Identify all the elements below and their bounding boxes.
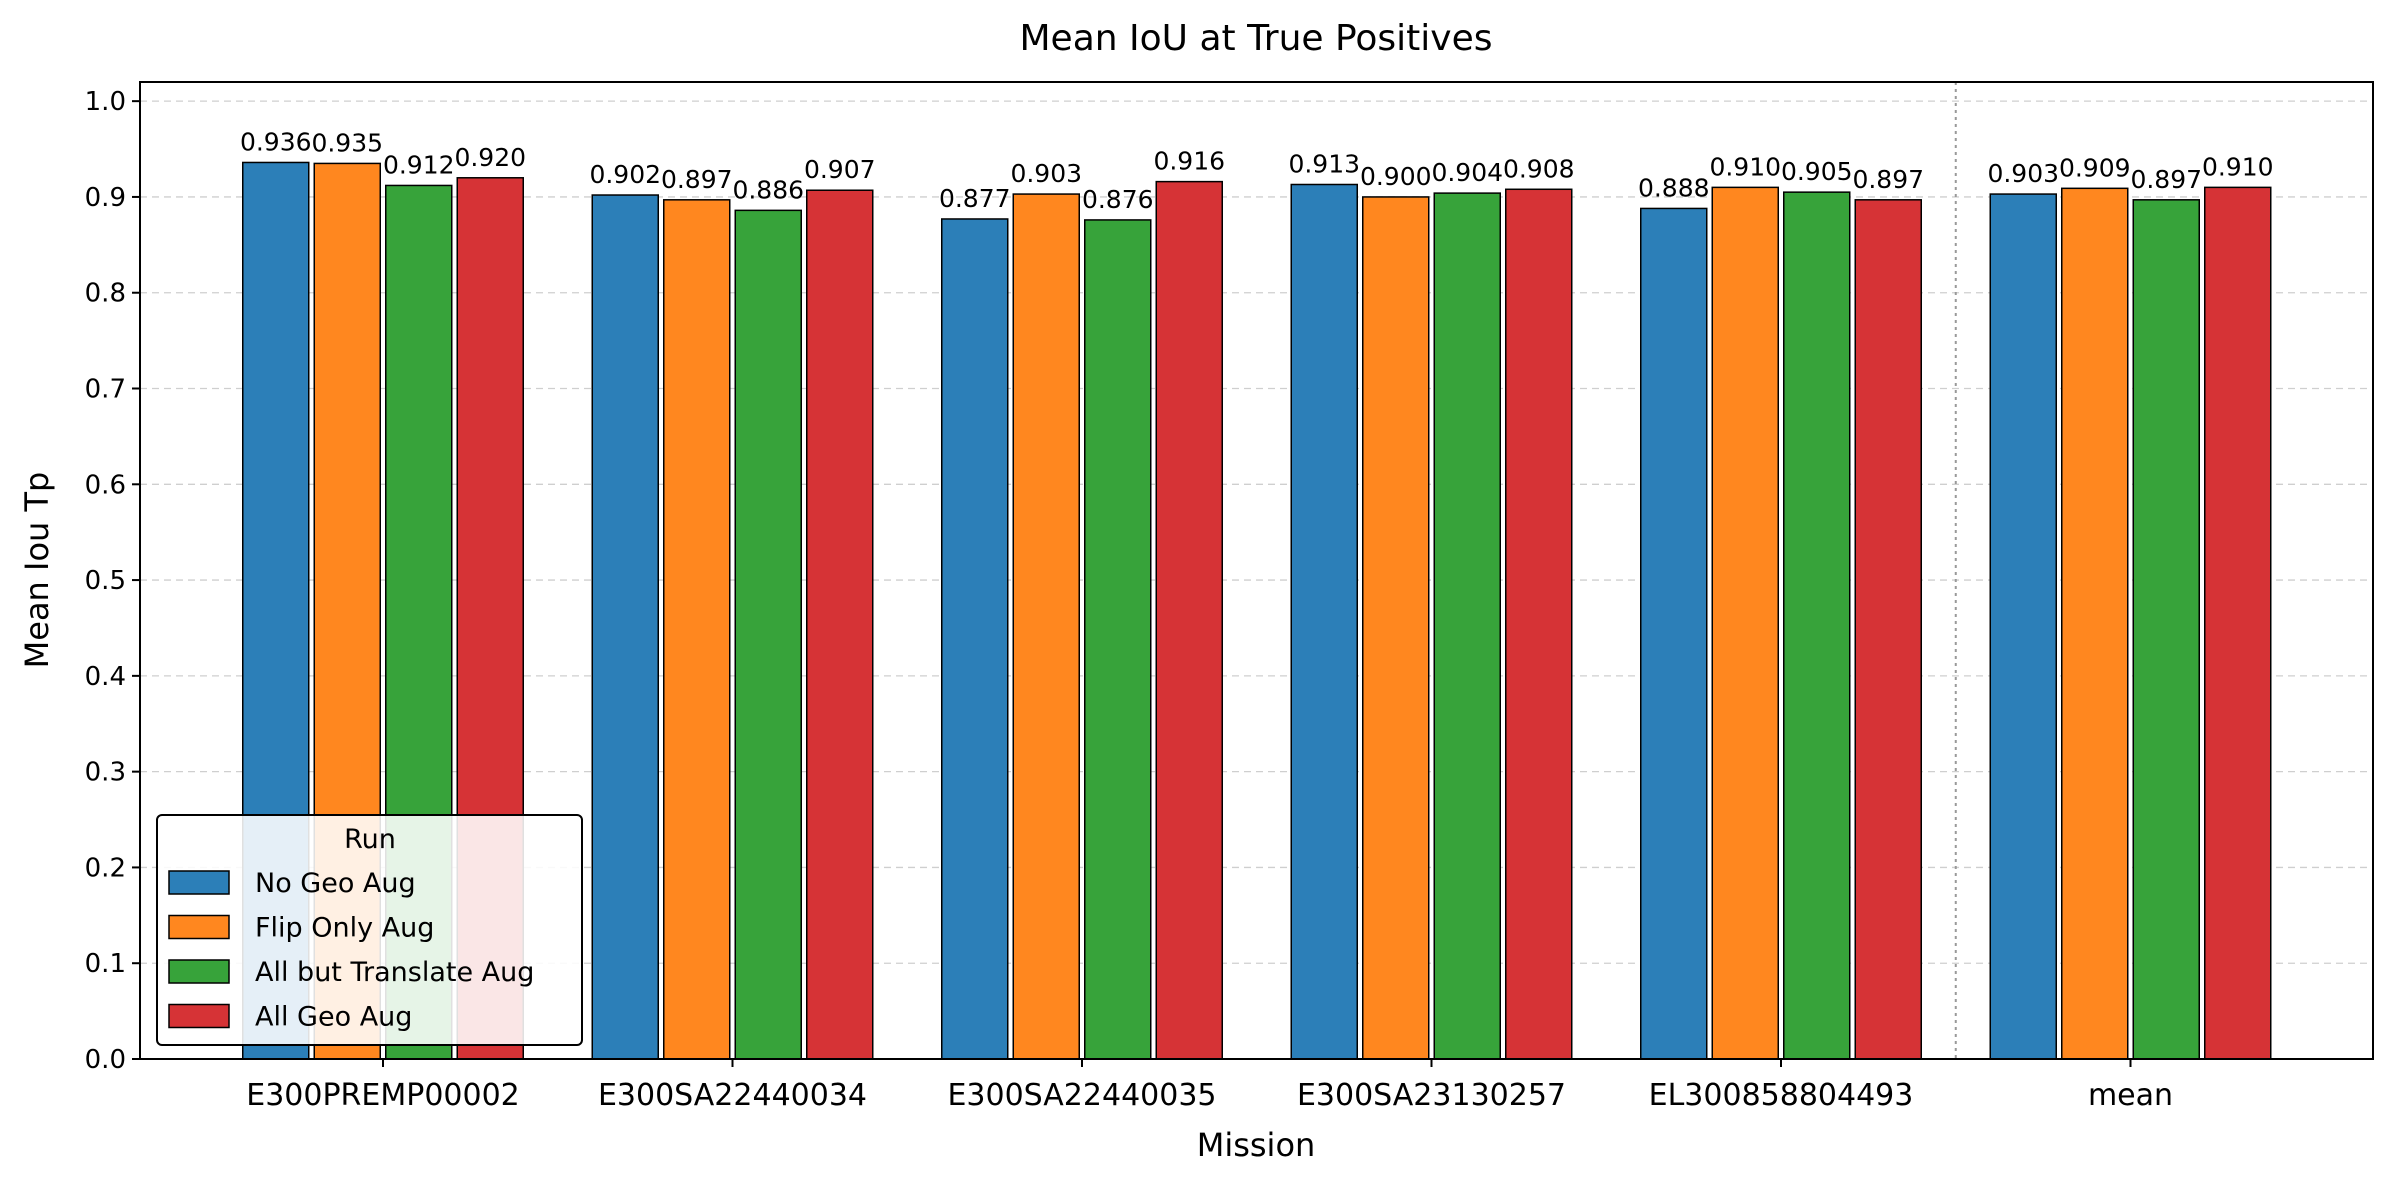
- data-label: 0.903: [1010, 159, 1082, 188]
- legend-entry: All Geo Aug: [255, 1002, 412, 1033]
- bar: [1012, 193, 1080, 1060]
- x-tick-label: E300SA23130257: [1297, 1078, 1566, 1113]
- data-label: 0.904: [1431, 158, 1503, 187]
- bar: [1989, 193, 2057, 1060]
- y-tick-label: 0.9: [85, 183, 126, 213]
- data-label: 0.907: [804, 155, 876, 184]
- data-label: 0.913: [1288, 149, 1360, 178]
- bars: [242, 161, 2272, 1060]
- legend-entry: No Geo Aug: [255, 868, 416, 899]
- chart-title: Mean IoU at True Positives: [1019, 18, 1492, 59]
- data-label: 0.900: [1360, 162, 1432, 191]
- bar: [806, 189, 874, 1060]
- data-label: 0.877: [939, 184, 1011, 213]
- x-tick-label: EL300858804493: [1649, 1078, 1914, 1113]
- legend-title: Run: [344, 824, 396, 855]
- y-axis-ticks: 0.0 0.1 0.2 0.3 0.4 0.5 0.6 0.7 0.8 0.9 1.0: [85, 87, 140, 1075]
- data-label: 0.897: [661, 165, 733, 194]
- y-tick-label: 0.6: [85, 470, 126, 500]
- data-label: 0.902: [589, 160, 661, 189]
- y-tick-label: 0.7: [85, 375, 126, 405]
- bar: [1155, 180, 1223, 1060]
- data-label: 0.897: [2130, 165, 2202, 194]
- data-label: 0.920: [454, 143, 526, 172]
- bar: [663, 199, 731, 1060]
- data-label: 0.876: [1082, 185, 1154, 214]
- data-label: 0.903: [1987, 159, 2059, 188]
- y-axis-label: Mean Iou Tp: [18, 472, 56, 669]
- y-tick-label: 0.1: [85, 949, 126, 979]
- bar: [2132, 199, 2200, 1060]
- y-tick-label: 0.4: [85, 662, 126, 692]
- legend-entry: All but Translate Aug: [255, 957, 534, 988]
- x-tick-label: E300SA22440035: [947, 1078, 1216, 1113]
- bar: [1084, 219, 1152, 1060]
- bar: [2204, 186, 2272, 1060]
- data-label: 0.897: [1852, 165, 1924, 194]
- data-label: 0.886: [732, 175, 804, 204]
- y-tick-label: 0.5: [85, 566, 126, 596]
- bar: [1290, 183, 1358, 1060]
- y-tick-label: 1.0: [85, 87, 126, 117]
- legend-swatch: [168, 870, 230, 895]
- legend-swatch: [168, 959, 230, 984]
- x-tick-label: E300SA22440034: [598, 1078, 867, 1113]
- data-label: 0.935: [311, 128, 383, 157]
- bar: [2061, 187, 2129, 1060]
- y-tick-label: 0.2: [85, 853, 126, 883]
- bar: [1433, 192, 1501, 1060]
- bar: [1505, 188, 1573, 1060]
- data-label: 0.888: [1638, 173, 1710, 202]
- data-label: 0.908: [1503, 154, 1575, 183]
- legend-swatch: [168, 914, 230, 940]
- bar: [1640, 207, 1708, 1060]
- legend-box: [156, 814, 583, 1046]
- legend: Run No Geo Aug Flip Only Aug All but Transl…: [156, 814, 583, 1046]
- plot-frame: [139, 81, 2374, 1060]
- data-label: 0.910: [2202, 152, 2274, 181]
- legend-swatch: [168, 1003, 230, 1029]
- y-tick-label: 0.3: [85, 758, 126, 788]
- bar: [1783, 191, 1851, 1060]
- x-axis-label: Mission: [1197, 1126, 1316, 1164]
- data-label: 0.936: [240, 127, 312, 156]
- bar: [1711, 186, 1779, 1060]
- data-label: 0.909: [2059, 153, 2131, 182]
- x-tick-label: mean: [2088, 1078, 2173, 1113]
- bar: [734, 209, 802, 1060]
- bar: [591, 194, 659, 1060]
- data-label: 0.916: [1153, 147, 1225, 176]
- x-tick-label: E300PREMP00002: [246, 1078, 520, 1113]
- y-tick-label: 0.8: [85, 279, 126, 309]
- bar: [941, 218, 1009, 1060]
- legend-entry: Flip Only Aug: [255, 913, 434, 944]
- bar: [1854, 199, 1922, 1060]
- bar: [1362, 196, 1430, 1060]
- y-tick-label: 0.0: [85, 1045, 126, 1075]
- data-label: 0.905: [1781, 157, 1853, 186]
- data-label: 0.910: [1709, 152, 1781, 181]
- data-label: 0.912: [383, 150, 455, 179]
- x-axis-ticks: E300PREMP00002 E300SA22440034 E300SA224400…: [246, 1059, 2173, 1113]
